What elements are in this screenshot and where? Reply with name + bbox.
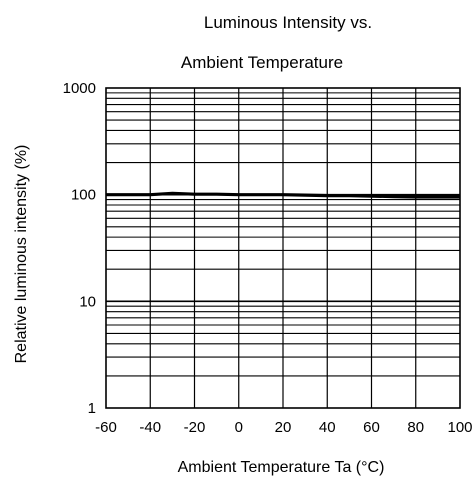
y-tick-label: 10 bbox=[79, 293, 96, 310]
x-tick-label: 40 bbox=[319, 419, 336, 436]
chart-title-line-2: Ambient Temperature bbox=[181, 53, 343, 72]
x-tick-label: 0 bbox=[235, 419, 243, 436]
x-tick-label: 60 bbox=[363, 419, 380, 436]
y-axis-label: Relative luminous intensity (%) bbox=[13, 145, 30, 364]
y-tick-label: 100 bbox=[71, 187, 96, 204]
series-line bbox=[106, 191, 460, 199]
x-tick-label: 80 bbox=[407, 419, 424, 436]
y-tick-labels: 1 10 100 1000 bbox=[63, 80, 96, 417]
grid bbox=[105, 87, 461, 409]
x-tick-label: 20 bbox=[275, 419, 292, 436]
x-tick-label: -40 bbox=[139, 419, 161, 436]
chart-title-line-1: Luminous Intensity vs. bbox=[204, 13, 372, 32]
x-tick-labels: -60 -40 -20 0 20 40 60 80 100 bbox=[95, 419, 472, 436]
x-axis-label: Ambient Temperature Ta (°C) bbox=[178, 459, 385, 476]
y-tick-label: 1 bbox=[88, 400, 96, 417]
x-tick-label: -60 bbox=[95, 419, 117, 436]
series-group bbox=[106, 191, 460, 199]
x-tick-label: 100 bbox=[447, 419, 472, 436]
y-tick-label: 1000 bbox=[63, 80, 96, 97]
x-tick-label: -20 bbox=[184, 419, 206, 436]
